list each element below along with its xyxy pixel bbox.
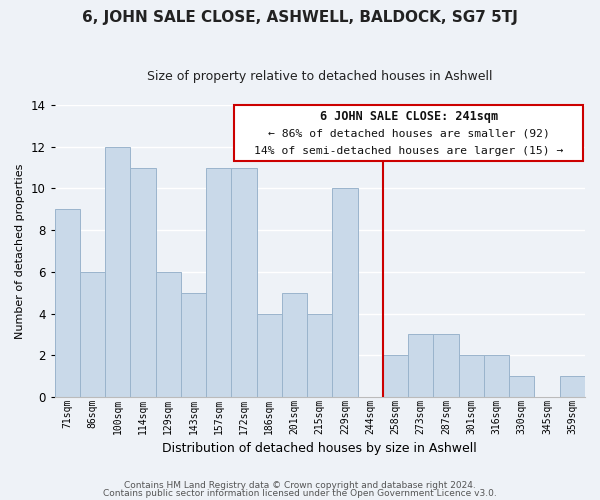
Bar: [560, 376, 585, 397]
Bar: [105, 146, 130, 397]
Text: Contains public sector information licensed under the Open Government Licence v3: Contains public sector information licen…: [103, 490, 497, 498]
X-axis label: Distribution of detached houses by size in Ashwell: Distribution of detached houses by size …: [162, 442, 477, 455]
Bar: [55, 210, 80, 397]
Bar: [130, 168, 155, 397]
Title: Size of property relative to detached houses in Ashwell: Size of property relative to detached ho…: [147, 70, 493, 83]
Bar: [433, 334, 458, 397]
Bar: [80, 272, 105, 397]
Text: 14% of semi-detached houses are larger (15) →: 14% of semi-detached houses are larger (…: [254, 146, 563, 156]
Bar: [181, 292, 206, 397]
Text: 6 JOHN SALE CLOSE: 241sqm: 6 JOHN SALE CLOSE: 241sqm: [320, 110, 498, 123]
Bar: [307, 314, 332, 397]
Bar: [257, 314, 282, 397]
Bar: [232, 168, 257, 397]
Bar: [458, 356, 484, 397]
Bar: [282, 292, 307, 397]
Bar: [408, 334, 433, 397]
Y-axis label: Number of detached properties: Number of detached properties: [15, 164, 25, 338]
Bar: [155, 272, 181, 397]
Bar: [509, 376, 534, 397]
Bar: [332, 188, 358, 397]
Bar: [484, 356, 509, 397]
Text: ← 86% of detached houses are smaller (92): ← 86% of detached houses are smaller (92…: [268, 128, 550, 138]
Text: 6, JOHN SALE CLOSE, ASHWELL, BALDOCK, SG7 5TJ: 6, JOHN SALE CLOSE, ASHWELL, BALDOCK, SG…: [82, 10, 518, 25]
FancyBboxPatch shape: [234, 105, 583, 162]
Bar: [383, 356, 408, 397]
Bar: [206, 168, 232, 397]
Text: Contains HM Land Registry data © Crown copyright and database right 2024.: Contains HM Land Registry data © Crown c…: [124, 480, 476, 490]
